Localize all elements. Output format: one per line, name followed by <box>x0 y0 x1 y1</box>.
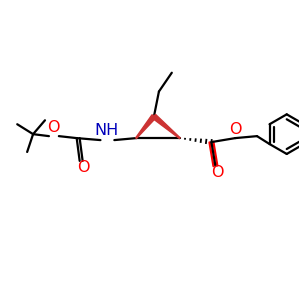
Text: O: O <box>229 122 242 137</box>
Text: NH: NH <box>94 123 118 138</box>
Polygon shape <box>152 114 180 139</box>
Text: O: O <box>211 165 224 180</box>
Text: O: O <box>77 160 90 175</box>
Polygon shape <box>136 115 156 138</box>
Text: O: O <box>47 120 59 135</box>
